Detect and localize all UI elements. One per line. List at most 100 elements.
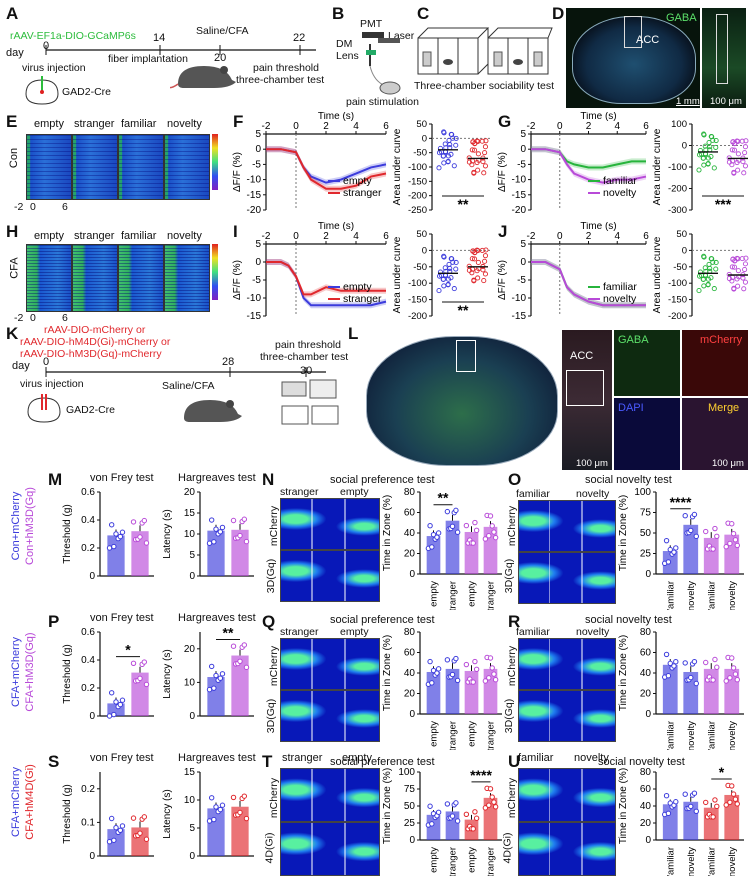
track-image-t1 xyxy=(280,768,380,822)
merge-channel-image xyxy=(682,398,748,470)
dot-familiar xyxy=(707,265,713,271)
x-tick-label: 6 xyxy=(643,231,649,242)
y-axis-title: Time in Zone (%) xyxy=(618,495,629,571)
data-point xyxy=(665,559,672,565)
data-point xyxy=(489,523,495,529)
heatmap-h-col-novelty: novelty xyxy=(167,230,202,242)
data-point xyxy=(691,790,698,796)
y-tick-label: -300 xyxy=(668,205,687,216)
data-point xyxy=(491,529,497,535)
x-axis-title: Time (s) xyxy=(580,112,616,122)
x-tick-label: familiar xyxy=(665,721,676,750)
y-tick-label: 5 xyxy=(255,239,261,250)
data-point xyxy=(486,802,492,808)
data-point xyxy=(710,677,716,683)
dot-novelty xyxy=(742,144,748,150)
panel-label-k: K xyxy=(6,324,19,343)
y-tick-label: -15 xyxy=(247,190,262,201)
heatmap-e-tick-m2: -2 xyxy=(14,201,24,213)
chamber-q-right: empty xyxy=(340,626,369,638)
sig-mark: **** xyxy=(470,767,492,783)
y-tick-label: 0.6 xyxy=(81,487,95,498)
data-point xyxy=(427,803,433,809)
data-point xyxy=(108,690,115,696)
dot-familiar xyxy=(701,162,707,168)
bar-familiar xyxy=(662,804,678,840)
row-n-2: 3D(Gq) xyxy=(265,558,278,594)
x-tick-label: novelty xyxy=(686,847,697,876)
data-point xyxy=(113,824,119,831)
data-point xyxy=(119,697,126,703)
legend-label-novelty: novelty xyxy=(603,187,637,199)
y-tick-label: 50 xyxy=(416,229,427,240)
heatmap-e-familiar xyxy=(118,134,164,200)
chamber-o-right: novelty xyxy=(576,488,610,500)
data-point xyxy=(444,657,451,663)
data-point xyxy=(119,529,126,535)
data-point xyxy=(472,519,478,526)
panel-label-p: P xyxy=(48,612,60,631)
y-axis-title: ΔF/F (%) xyxy=(232,152,243,192)
bar-CFA+hM3D(Gq) xyxy=(231,655,249,716)
track-image-u1 xyxy=(518,768,616,822)
y-tick-label: 0 xyxy=(520,144,526,155)
data-point xyxy=(108,522,115,528)
y-tick-label: 0 xyxy=(645,835,651,846)
track-image-q2 xyxy=(280,690,380,742)
y-tick-label: 20 xyxy=(640,818,652,829)
y-axis-title: Area under curve xyxy=(652,236,663,313)
y-tick-label: 100 xyxy=(398,767,415,778)
data-point xyxy=(117,533,124,540)
dot-stranger xyxy=(469,256,475,262)
brain-schematic-k xyxy=(27,394,61,423)
brain-image-l xyxy=(362,330,560,470)
data-point xyxy=(710,814,716,820)
dot-empty xyxy=(446,261,452,267)
bar-chart-p-hg: 0 10 20 Latency (s) ** xyxy=(162,625,254,722)
y-axis-title: Time in Zone (%) xyxy=(382,635,393,711)
data-point xyxy=(491,671,497,677)
data-point xyxy=(243,538,250,545)
row-o-2: 3D(Gq) xyxy=(503,558,516,594)
scale-bar-d2: 100 μm xyxy=(710,96,742,107)
sig-mark: ** xyxy=(223,625,234,641)
dot-stranger xyxy=(482,163,488,169)
data-point xyxy=(703,799,709,806)
dot-empty xyxy=(445,153,452,159)
day-k-30: 30 xyxy=(300,365,313,377)
y-tick-label: 0 xyxy=(682,141,687,152)
track-image-t2 xyxy=(280,822,380,876)
panel-label-b: B xyxy=(332,4,345,23)
y-tick-label: 0 xyxy=(409,569,415,580)
bar-chart-r: 0 20 40 60 80 Time in Zone (%) familiar novelty… xyxy=(618,627,744,750)
y-tick-label: -50 xyxy=(673,262,687,273)
x-tick-label: novelty xyxy=(686,581,697,610)
chamber-u-right: novelty xyxy=(574,752,609,764)
data-point xyxy=(143,540,150,546)
x-tick-label: 0 xyxy=(293,121,299,132)
dot-empty xyxy=(448,256,454,262)
data-point xyxy=(688,674,694,681)
x-tick-label: 2 xyxy=(586,121,592,132)
event-saline-cfa: Saline/CFA xyxy=(196,25,249,37)
three-chamber-diagram xyxy=(417,27,553,75)
y-tick-label: 0.2 xyxy=(81,543,95,554)
dot-empty xyxy=(442,141,448,147)
data-point xyxy=(449,813,456,819)
y-tick-label: 0 xyxy=(89,571,95,582)
bar-CFA+mCherry xyxy=(207,808,225,856)
data-point xyxy=(688,527,694,534)
y-tick-label: 50 xyxy=(676,229,687,240)
dot-stranger xyxy=(475,167,481,173)
row-n-1: mCherry xyxy=(268,505,281,547)
data-point xyxy=(714,533,720,539)
mcherry-channel-image xyxy=(682,330,748,396)
dot-stranger xyxy=(482,150,488,156)
y-tick-label: 20 xyxy=(184,487,196,498)
dot-stranger xyxy=(471,169,477,175)
dot-novelty xyxy=(729,264,735,270)
dot-empty xyxy=(441,283,447,289)
data-point xyxy=(492,676,499,683)
data-point xyxy=(486,533,492,539)
